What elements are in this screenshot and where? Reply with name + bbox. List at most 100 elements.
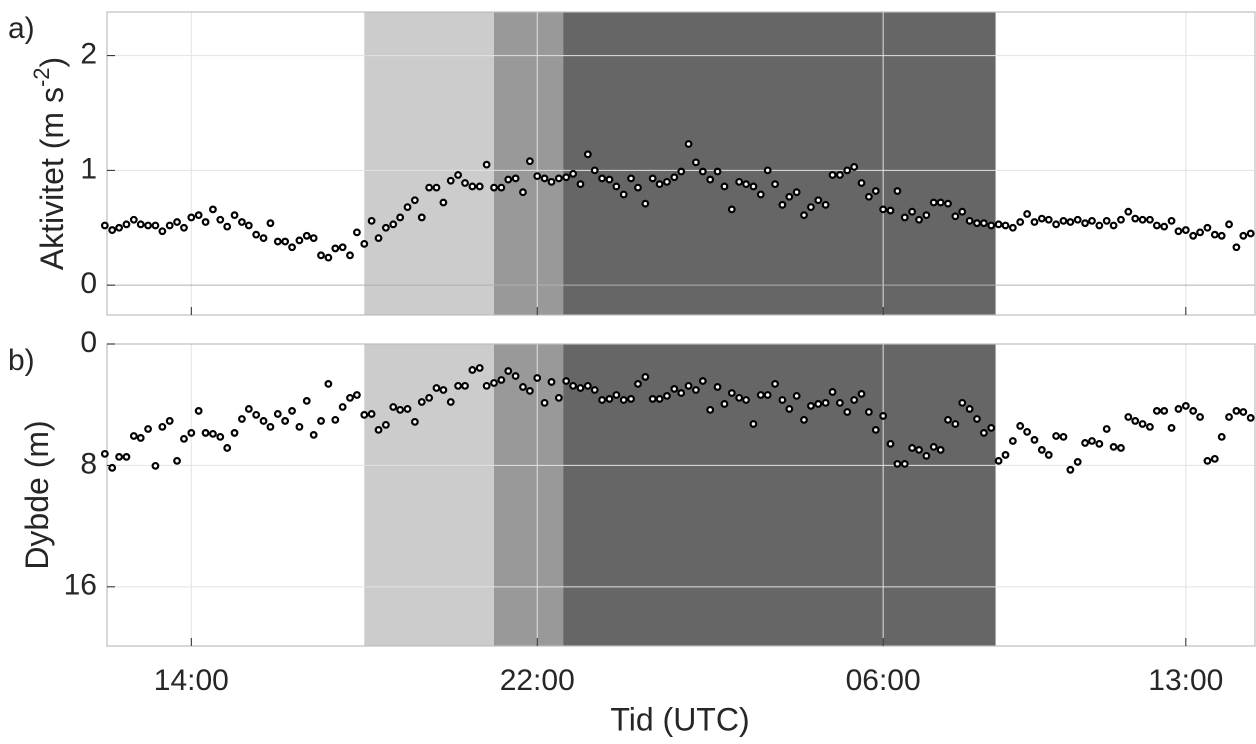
data-point	[374, 425, 383, 434]
data-point	[374, 234, 383, 243]
data-point	[1146, 215, 1154, 224]
data-point	[115, 453, 124, 461]
data-point	[619, 190, 628, 199]
data-point	[1131, 417, 1140, 425]
data-point	[1016, 218, 1025, 226]
data-point	[187, 429, 196, 437]
data-point	[302, 231, 311, 240]
data-point	[1152, 407, 1161, 415]
data-point	[468, 182, 477, 191]
data-point	[353, 228, 361, 237]
data-point	[900, 213, 909, 222]
data-point	[886, 206, 895, 215]
data-point	[720, 182, 729, 191]
data-point	[893, 187, 902, 195]
data-point	[281, 417, 290, 425]
data-point	[100, 449, 109, 458]
data-point	[108, 463, 117, 472]
data-point	[475, 182, 484, 191]
data-point	[1073, 458, 1082, 466]
data-point	[785, 405, 794, 413]
data-point	[727, 205, 736, 214]
data-point	[1239, 408, 1248, 416]
data-point	[583, 150, 592, 159]
data-point	[158, 422, 167, 431]
data-point	[238, 415, 246, 423]
x-tick-label: 06:00	[846, 664, 921, 697]
data-point	[692, 158, 700, 167]
data-point	[1109, 221, 1118, 230]
data-point	[720, 400, 729, 408]
data-point	[446, 398, 455, 406]
data-point	[576, 384, 585, 392]
data-point	[1109, 442, 1118, 451]
data-point	[223, 444, 232, 452]
data-point	[979, 219, 988, 228]
y-tick-label: 16	[64, 569, 97, 602]
x-tick-label: 22:00	[500, 664, 575, 697]
y-axis-label-end: )	[34, 57, 70, 68]
data-point	[1232, 243, 1241, 252]
data-point	[389, 403, 398, 411]
data-point	[814, 400, 823, 408]
data-point	[929, 442, 938, 451]
data-point	[1246, 414, 1255, 422]
data-point	[353, 391, 361, 399]
data-point	[1008, 437, 1017, 445]
data-point	[857, 179, 866, 187]
data-point	[331, 415, 340, 424]
data-point	[800, 211, 808, 220]
data-point	[706, 175, 715, 184]
data-point	[821, 200, 830, 209]
data-point	[165, 417, 174, 425]
data-point	[987, 424, 996, 432]
data-point	[122, 220, 131, 229]
data-point	[1001, 451, 1010, 459]
data-point	[209, 429, 217, 438]
data-point	[828, 388, 837, 396]
data-point	[223, 222, 232, 231]
data-point	[381, 223, 390, 232]
data-point	[814, 196, 823, 205]
data-point	[698, 167, 707, 176]
data-point	[843, 408, 852, 416]
data-point	[915, 446, 923, 454]
data-point	[238, 218, 246, 226]
data-point	[713, 383, 722, 391]
data-point	[266, 422, 275, 431]
data-point	[201, 218, 210, 226]
data-point	[331, 244, 340, 253]
data-point	[317, 251, 325, 260]
data-point	[807, 203, 815, 212]
data-point	[670, 173, 679, 182]
data-point	[987, 221, 996, 230]
data-point	[677, 389, 686, 397]
data-point	[843, 166, 852, 175]
data-point	[886, 439, 895, 448]
data-point	[338, 403, 347, 411]
data-point	[627, 395, 635, 403]
data-point	[612, 182, 621, 191]
data-point	[504, 367, 513, 375]
data-point	[259, 234, 268, 243]
data-point	[857, 390, 866, 398]
data-point	[756, 190, 765, 199]
data-point	[230, 211, 239, 220]
data-point	[778, 200, 787, 209]
data-point	[136, 220, 145, 229]
data-point	[807, 402, 815, 410]
data-point	[554, 174, 563, 183]
data-point	[1081, 439, 1089, 447]
y-axis-label: Dybde (m)	[19, 420, 55, 569]
data-point	[540, 174, 549, 183]
data-point	[547, 378, 556, 386]
data-point	[706, 405, 715, 414]
data-point	[1174, 227, 1183, 236]
data-point	[864, 192, 873, 201]
data-point	[569, 169, 578, 178]
data-point	[273, 410, 282, 418]
data-point	[511, 174, 520, 183]
data-point	[670, 385, 679, 393]
data-point	[634, 183, 642, 192]
data-point	[482, 381, 491, 390]
